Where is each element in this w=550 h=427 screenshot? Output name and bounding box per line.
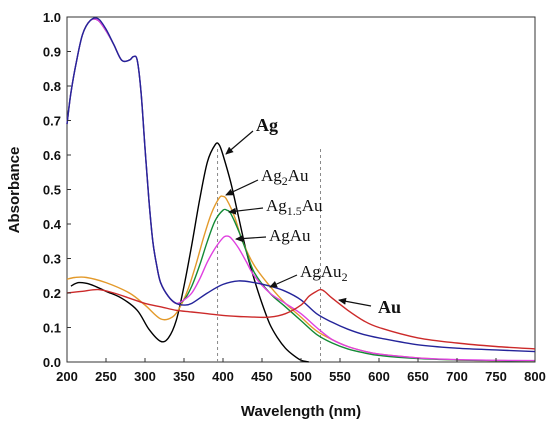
annotation-agau: AgAu — [269, 226, 311, 245]
annotation-arrow-agau — [235, 235, 267, 243]
x-tick-label: 400 — [212, 369, 234, 384]
y-axis-ticks: 0.0 0.1 0.2 0.3 0.4 0.5 0.6 0.7 0.8 0.9 1.0 — [43, 10, 71, 370]
y-tick-label: 0.8 — [43, 79, 61, 94]
x-tick-label: 800 — [524, 369, 546, 384]
annotation-agau2: AgAu2 — [300, 262, 348, 284]
x-tick-label: 650 — [407, 369, 429, 384]
y-axis-title: Absorbance — [6, 147, 23, 234]
y-tick-label: 0.6 — [43, 148, 61, 163]
series-line-agau2 — [66, 17, 536, 353]
y-tick-label: 0.1 — [43, 321, 61, 336]
annotation-arrow-ag15au — [228, 207, 264, 215]
x-tick-label: 550 — [329, 369, 351, 384]
y-tick-label: 0.0 — [43, 355, 61, 370]
x-tick-label: 200 — [56, 369, 78, 384]
y-tick-label: 0.7 — [43, 114, 61, 129]
x-tick-label: 700 — [446, 369, 468, 384]
y-tick-label: 0.3 — [43, 252, 61, 267]
series-lines — [66, 17, 536, 363]
y-tick-label: 0.2 — [43, 286, 61, 301]
annotation-ag15au: Ag1.5Au — [266, 196, 323, 218]
annotation-arrow-ag2au — [225, 179, 259, 196]
x-axis-title: Wavelength (nm) — [241, 403, 361, 420]
annotation-arrow-ag — [225, 130, 254, 155]
x-tick-label: 600 — [368, 369, 390, 384]
annotation-arrow-au — [338, 297, 372, 307]
x-tick-label: 350 — [173, 369, 195, 384]
annotation-ag: Ag — [256, 115, 278, 135]
x-axis-ticks: 200 250 300 350 400 450 500 550 600 650 700 750 800 — [56, 358, 546, 384]
x-tick-label: 300 — [134, 369, 156, 384]
x-tick-label: 450 — [251, 369, 273, 384]
annotation-arrows — [225, 130, 372, 307]
annotation-au: Au — [378, 297, 401, 317]
series-line-au — [66, 288, 536, 350]
y-tick-label: 0.5 — [43, 183, 61, 198]
y-tick-label: 1.0 — [43, 10, 61, 25]
y-tick-label: 0.9 — [43, 45, 61, 60]
annotation-ag2au: Ag2Au — [261, 166, 309, 188]
x-tick-label: 250 — [95, 369, 117, 384]
annotation-arrow-agau2 — [269, 274, 298, 288]
x-tick-label: 500 — [290, 369, 312, 384]
x-tick-label: 750 — [485, 369, 507, 384]
series-line-ag — [70, 142, 309, 363]
y-tick-label: 0.4 — [43, 217, 62, 232]
